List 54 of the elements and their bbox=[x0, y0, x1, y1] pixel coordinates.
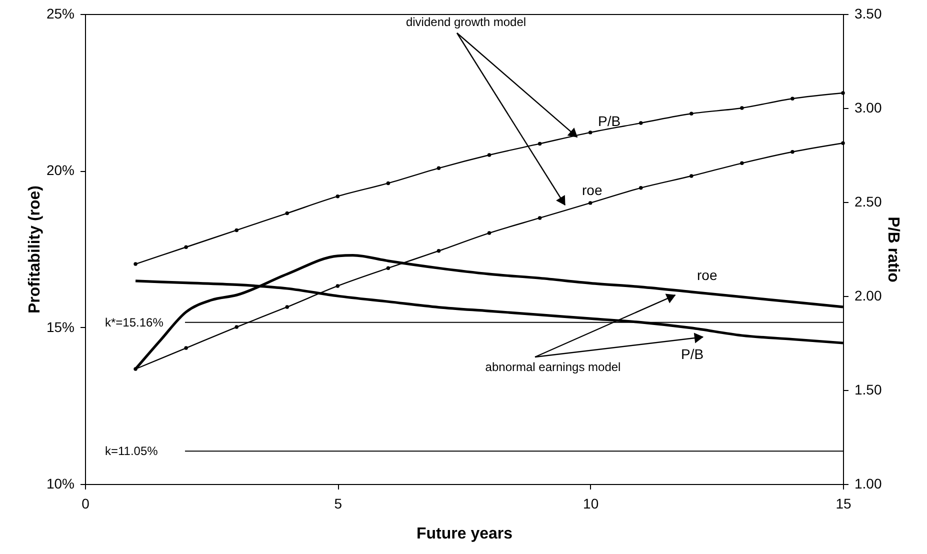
point bbox=[690, 112, 694, 116]
point bbox=[487, 231, 492, 235]
point bbox=[790, 96, 794, 100]
y2-axis-title: P/B ratio bbox=[884, 216, 902, 283]
point bbox=[234, 325, 238, 329]
y-tick-label: 25% bbox=[46, 6, 74, 22]
point bbox=[386, 266, 390, 270]
point bbox=[184, 346, 188, 350]
point bbox=[184, 245, 188, 249]
ref-line-label: k=11.05% bbox=[105, 444, 158, 458]
point bbox=[285, 305, 290, 309]
point bbox=[841, 141, 845, 145]
y2-tick-label: 1.50 bbox=[854, 382, 882, 398]
y2-tick-label: 2.50 bbox=[854, 194, 882, 210]
point bbox=[690, 174, 694, 178]
y-axis-title: Profitability (roe) bbox=[26, 185, 44, 314]
y2-tick-label: 2.00 bbox=[854, 288, 882, 304]
legend-label: P/B bbox=[681, 346, 704, 362]
point bbox=[336, 194, 340, 198]
point bbox=[134, 262, 138, 266]
point bbox=[740, 161, 744, 166]
point bbox=[487, 153, 492, 157]
point bbox=[436, 166, 441, 170]
point bbox=[588, 201, 592, 205]
point bbox=[790, 150, 794, 154]
point bbox=[285, 211, 290, 216]
point bbox=[234, 228, 238, 232]
series-label: roe bbox=[697, 267, 718, 283]
point bbox=[538, 216, 542, 220]
y2-tick-label: 3.00 bbox=[854, 100, 882, 116]
point bbox=[638, 186, 643, 190]
series-label: P/B bbox=[598, 113, 621, 129]
point bbox=[336, 284, 340, 288]
point bbox=[588, 130, 592, 134]
y2-tick-label: 1.00 bbox=[854, 476, 882, 492]
x-tick-label: 0 bbox=[82, 496, 90, 512]
x-tick-label: 5 bbox=[334, 496, 342, 512]
point bbox=[740, 106, 744, 110]
point bbox=[436, 249, 441, 253]
point bbox=[386, 181, 390, 186]
y-tick-label: 15% bbox=[46, 318, 74, 335]
y-tick-label: 20% bbox=[46, 162, 74, 178]
point bbox=[638, 121, 643, 125]
x-tick-label: 15 bbox=[836, 496, 852, 512]
x-axis-title: Future years bbox=[416, 526, 513, 542]
point bbox=[538, 142, 542, 146]
x-tick-label: 10 bbox=[583, 496, 599, 512]
ref-line-label: k*=15.16% bbox=[105, 315, 164, 330]
annotation: abnormal earnings model bbox=[485, 360, 621, 374]
y-tick-label: 10% bbox=[46, 476, 74, 492]
series-label: roe bbox=[582, 182, 602, 198]
annotation: dividend growth model bbox=[406, 15, 526, 29]
point bbox=[841, 91, 845, 95]
y2-tick-label: 3.50 bbox=[854, 6, 882, 22]
